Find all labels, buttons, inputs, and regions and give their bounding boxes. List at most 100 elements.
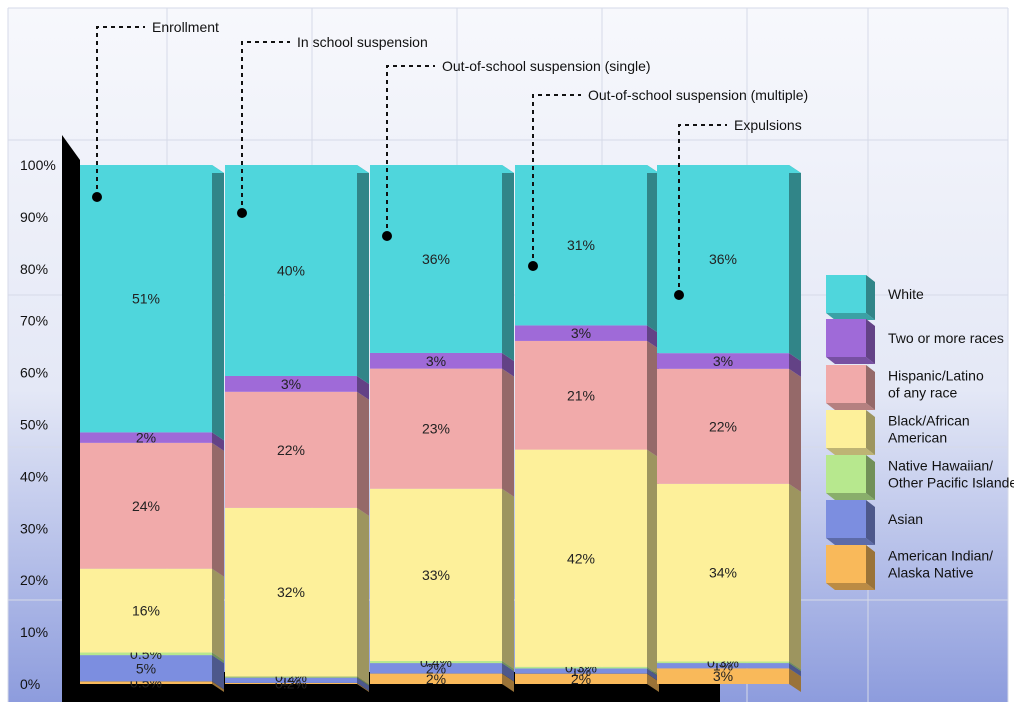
legend-label: White — [888, 286, 924, 302]
legend-swatch — [826, 365, 866, 403]
bar-segment-side — [647, 666, 659, 677]
bar-segment-side — [789, 368, 801, 492]
bar-1: 0.2%1%0.2%32%22%3%40% — [225, 165, 369, 692]
category-label: Out-of-school suspension (single) — [442, 58, 651, 74]
bar-segment — [515, 668, 647, 674]
bar-3: 2%1%0.3%42%21%3%31% — [515, 165, 659, 692]
bar-segment — [657, 663, 789, 669]
category-label: Expulsions — [734, 117, 802, 133]
category-label: Out-of-school suspension (multiple) — [588, 87, 808, 103]
legend-swatch-side — [866, 319, 875, 364]
bar-segment — [225, 507, 357, 677]
y-tick-label: 90% — [20, 209, 48, 225]
bar-top-face — [657, 165, 801, 173]
bars-layer: 0.5%5%0.5%16%24%2%51%0.2%1%0.2%32%22%3%4… — [80, 165, 801, 692]
data-label: 3% — [571, 325, 591, 341]
bar-segment-side — [502, 488, 514, 670]
bar-segment — [370, 663, 502, 674]
bar-segment — [515, 325, 647, 341]
bar-segment-side — [212, 432, 224, 451]
legend-swatch-side — [866, 455, 875, 500]
legend-label: Other Pacific Islande — [888, 475, 1014, 491]
legend-swatch-side — [866, 500, 875, 545]
bar-segment — [225, 676, 357, 678]
bar-segment — [515, 165, 647, 326]
bar-segment-side — [789, 663, 801, 677]
bar-segment-side — [789, 353, 801, 377]
data-label: 21% — [567, 387, 595, 403]
bar-segment-side — [357, 682, 369, 692]
legend: White Two or more races Hispanic/Latinoof … — [826, 275, 1014, 590]
bar-segment-side — [502, 368, 514, 497]
legend-item: American Indian/Alaska Native — [826, 545, 993, 590]
callout-dot — [92, 192, 102, 202]
bar-segment — [657, 661, 789, 664]
data-label: 36% — [422, 251, 450, 267]
bar-segment-side — [212, 568, 224, 661]
bar-segment — [657, 368, 789, 484]
callout-leader — [96, 26, 145, 197]
bar-segment-side — [502, 673, 514, 692]
bar-segment — [80, 655, 212, 682]
bar-top-face — [225, 165, 369, 173]
bar-segment — [225, 165, 357, 376]
bar-segment — [370, 368, 502, 489]
legend-swatch-side — [866, 275, 875, 320]
legend-swatch-side — [866, 365, 875, 410]
data-label: 2% — [426, 660, 446, 676]
bar-segment-side — [502, 663, 514, 682]
bar-segment — [225, 677, 357, 683]
legend-item: Native Hawaiian/Other Pacific Islande — [826, 455, 1014, 500]
callout-leader — [386, 65, 435, 236]
callout-dot — [674, 290, 684, 300]
bar-segment-side — [502, 352, 514, 377]
legend-swatch — [826, 545, 866, 583]
callout-leader — [678, 124, 727, 295]
callout-leader — [532, 94, 581, 266]
legend-swatch — [826, 275, 866, 313]
legend-swatch-bottom — [826, 583, 875, 590]
y-tick-label: 40% — [20, 468, 48, 484]
y-tick-label: 10% — [20, 624, 48, 640]
data-label: 24% — [132, 498, 160, 514]
bar-0: 0.5%5%0.5%16%24%2%51% — [80, 165, 224, 692]
y-tick-label: 50% — [20, 417, 48, 433]
bar-segment — [80, 442, 212, 569]
data-label: 31% — [567, 237, 595, 253]
y-tick-label: 20% — [20, 572, 48, 588]
legend-swatch-side — [866, 545, 875, 590]
bar-segment-side — [357, 375, 369, 400]
bar-segment-side — [502, 165, 514, 361]
y-tick-label: 100% — [20, 157, 56, 173]
bar-segment — [80, 432, 212, 443]
bar-segment — [515, 340, 647, 450]
y-tick-label: 0% — [20, 676, 40, 692]
bar-segment — [370, 673, 502, 684]
y-tick-label: 70% — [20, 313, 48, 329]
axis-wall — [62, 135, 80, 690]
data-label: 23% — [422, 421, 450, 437]
bar-segment-side — [212, 652, 224, 664]
y-tick-label: 80% — [20, 261, 48, 277]
bar-top-face — [515, 165, 659, 173]
bar-segment — [80, 681, 212, 684]
data-label: 3% — [713, 668, 733, 684]
bar-segment-side — [357, 391, 369, 516]
bar-segment-side — [357, 676, 369, 686]
legend-label: American Indian/ — [888, 548, 993, 564]
y-tick-label: 60% — [20, 365, 48, 381]
bar-segment-side — [212, 655, 224, 690]
data-label: 36% — [709, 251, 737, 267]
bar-segment — [225, 682, 357, 684]
data-label: 3% — [426, 353, 446, 369]
callout-0: Enrollment — [92, 19, 219, 202]
bar-segment-side — [789, 661, 801, 672]
bar-segment — [80, 652, 212, 656]
category-label: Enrollment — [152, 19, 219, 35]
legend-swatch-bottom — [826, 448, 875, 455]
bar-segment — [370, 488, 502, 662]
data-label: 5% — [136, 660, 156, 676]
data-label: 51% — [132, 291, 160, 307]
